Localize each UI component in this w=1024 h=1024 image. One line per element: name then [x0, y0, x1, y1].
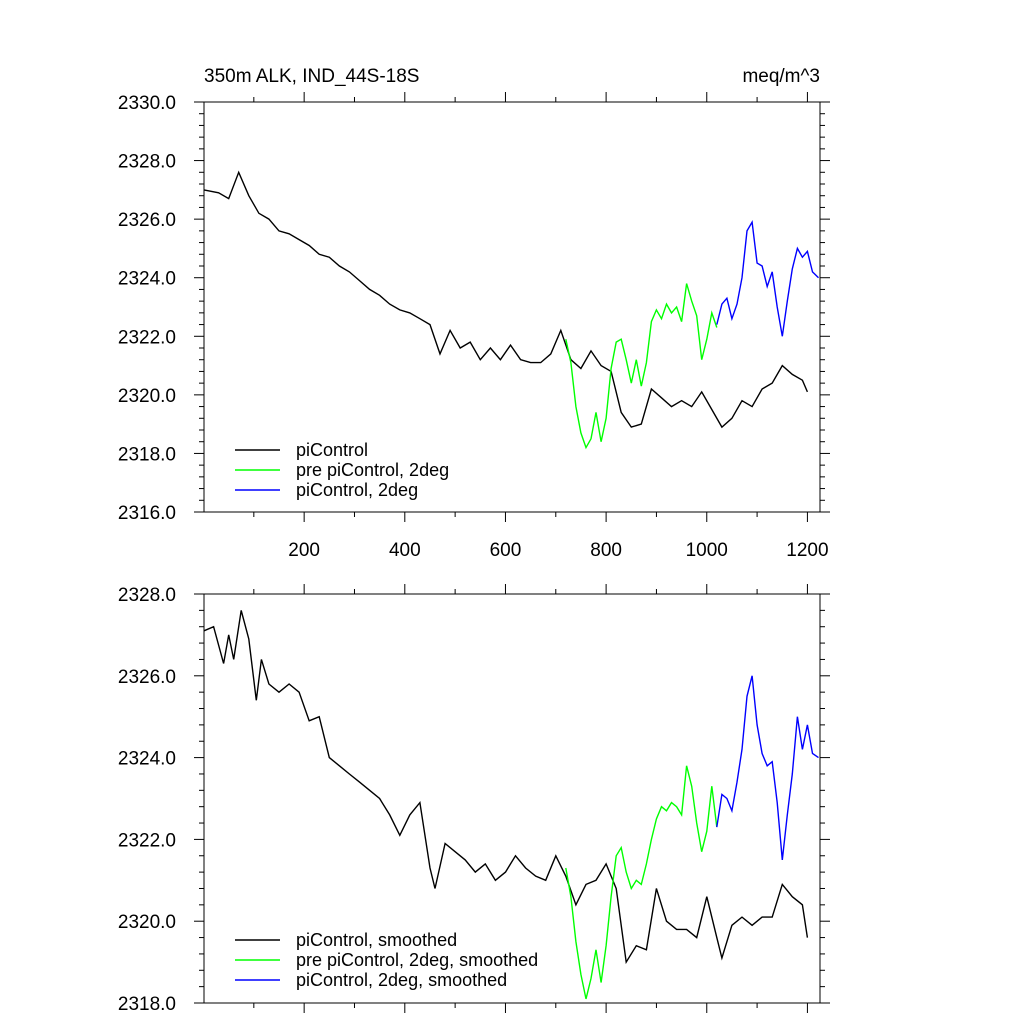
y-tick-label: 2318.0 [118, 994, 176, 1015]
x-tick-label: 200 [288, 540, 320, 561]
legend-label: piControl, smoothed [296, 930, 457, 950]
y-tick-label: 2328.0 [118, 152, 176, 173]
legend-label: piControl, 2deg, smoothed [296, 970, 507, 990]
y-tick-label: 2328.0 [118, 585, 176, 606]
x-tick-label: 400 [389, 540, 421, 561]
series-line-0 [203, 610, 809, 965]
legend-label: piControl [296, 440, 368, 460]
series-line-2 [716, 675, 819, 860]
units-label: meq/m^3 [742, 66, 820, 87]
y-tick-label: 2324.0 [118, 269, 176, 290]
x-tick-label: 1200 [786, 540, 828, 561]
plot-frame [203, 101, 821, 513]
y-tick-label: 2320.0 [118, 386, 176, 407]
y-tick-label: 2322.0 [118, 830, 176, 851]
legend-label: pre piControl, 2deg [296, 460, 449, 480]
x-tick-label: 600 [490, 540, 522, 561]
y-tick-label: 2330.0 [118, 93, 176, 114]
series-line-2 [716, 219, 819, 337]
y-tick-label: 2326.0 [118, 210, 176, 231]
top-panel: 200 400 600 800 1000 1200 2316.0 2318.0 2320.0 23… [118, 92, 830, 561]
series-line-1 [565, 765, 718, 1000]
y-tick-label: 2322.0 [118, 327, 176, 348]
x-tick-label: 1000 [686, 540, 728, 561]
y-tick-label: 2318.0 [118, 444, 176, 465]
y-tick-label: 2324.0 [118, 749, 176, 770]
bottom-panel: 2318.0 2320.0 2322.0 2324.0 2326.0 2328.0 piCo… [118, 584, 830, 1015]
plot-frame [203, 593, 821, 1004]
y-tick-label: 2316.0 [118, 503, 176, 524]
chart-title: 350m ALK, IND_44S-18S [204, 66, 419, 87]
y-tick-label: 2326.0 [118, 667, 176, 688]
legend-label: piControl, 2deg [296, 480, 418, 500]
series-line-0 [203, 170, 809, 429]
x-tick-label: 800 [590, 540, 622, 561]
y-tick-label: 2320.0 [118, 912, 176, 933]
series-line-1 [565, 283, 718, 450]
legend-label: pre piControl, 2deg, smoothed [296, 950, 538, 970]
